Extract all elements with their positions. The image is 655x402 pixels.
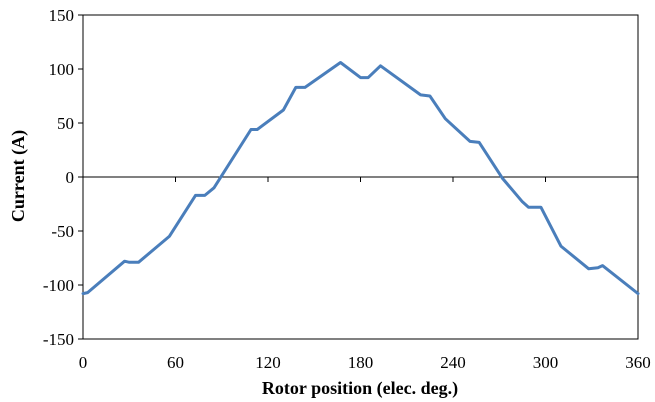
y-tick-label: 50	[57, 114, 74, 133]
x-tick-label: 120	[255, 353, 281, 372]
series-group	[81, 61, 640, 296]
y-tick-label: -150	[43, 330, 74, 349]
series-line-1	[81, 61, 640, 296]
x-tick-label: 240	[440, 353, 466, 372]
y-tick-label: 0	[66, 168, 75, 187]
x-axis-title: Rotor position (elec. deg.)	[262, 378, 458, 399]
x-tick-label: 60	[167, 353, 184, 372]
y-tick-label: -50	[51, 222, 74, 241]
x-tick-label: 300	[533, 353, 559, 372]
axes: 150 100 50 0 -50 -100 -150 0 60 120 180 240 300 360	[43, 6, 651, 372]
y-axis-title: Current (A)	[8, 130, 29, 222]
y-tick-label: 100	[49, 60, 75, 79]
x-tick-label: 360	[625, 353, 651, 372]
y-tick-label: -100	[43, 276, 74, 295]
y-tick-label: 150	[49, 6, 75, 25]
x-tick-label: 180	[348, 353, 374, 372]
x-tick-label: 0	[79, 353, 88, 372]
